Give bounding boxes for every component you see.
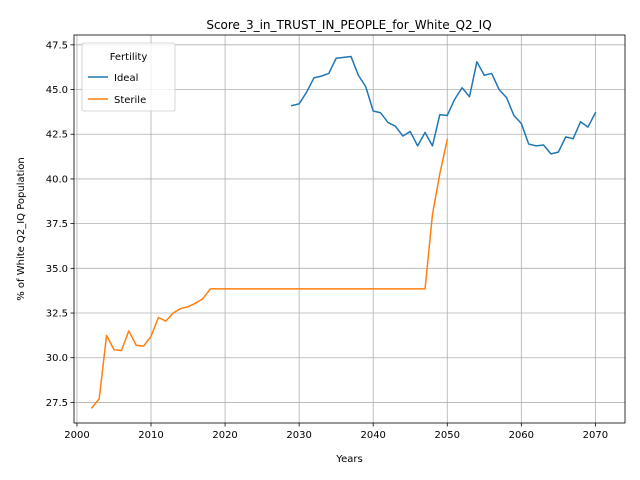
y-tick-label: 45.0 xyxy=(46,85,68,96)
x-tick-label: 2060 xyxy=(509,430,534,441)
x-tick-label: 2070 xyxy=(583,430,608,441)
series-line-sterile xyxy=(90,138,449,409)
legend-label-sterile: Sterile xyxy=(114,95,146,106)
y-tick-label: 42.5 xyxy=(46,130,68,141)
y-tick-label: 32.5 xyxy=(46,309,68,320)
x-tick-label: 2040 xyxy=(360,430,385,441)
x-tick-label: 2030 xyxy=(286,430,311,441)
y-axis-label: % of White Q2_IQ Population xyxy=(16,157,27,301)
series-lines xyxy=(90,55,597,409)
x-tick-label: 2010 xyxy=(138,430,163,441)
y-tick-label: 37.5 xyxy=(46,219,68,230)
plot-frame xyxy=(73,34,626,424)
legend-label-ideal: Ideal xyxy=(114,73,138,84)
y-tick-label: 27.5 xyxy=(46,398,68,409)
series-line-ideal xyxy=(290,55,597,155)
x-tick-label: 2050 xyxy=(435,430,460,441)
axis-ticks: 2000 2010 2020 2030 2040 2050 2060 2070 27.5 30.0… xyxy=(46,40,608,441)
legend: Fertility Ideal Sterile xyxy=(81,42,176,112)
legend-title: Fertility xyxy=(110,52,148,63)
legend-box xyxy=(81,42,176,112)
x-tick-label: 2020 xyxy=(212,430,237,441)
y-tick-label: 30.0 xyxy=(46,353,68,364)
y-tick-label: 47.5 xyxy=(46,40,68,51)
y-tick-label: 40.0 xyxy=(46,174,68,185)
grid-lines xyxy=(74,35,625,423)
x-axis-label: Years xyxy=(335,454,362,465)
chart-title: Score_3_in_TRUST_IN_PEOPLE_for_White_Q2_… xyxy=(206,18,491,32)
y-tick-label: 35.0 xyxy=(46,264,68,275)
x-tick-label: 2000 xyxy=(64,430,89,441)
